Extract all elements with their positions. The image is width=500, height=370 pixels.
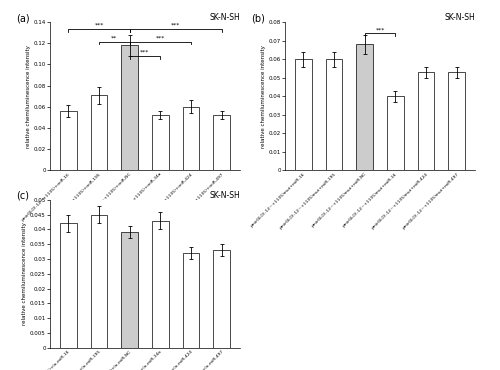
Text: ***: *** <box>140 50 149 55</box>
Text: SK-N-SH: SK-N-SH <box>444 13 475 22</box>
Y-axis label: relative chemiluminescence intensity: relative chemiluminescence intensity <box>261 45 266 148</box>
Bar <box>448 72 465 170</box>
Y-axis label: relative chemiluminescence intensity: relative chemiluminescence intensity <box>26 45 31 148</box>
Bar <box>152 221 169 348</box>
Bar <box>122 232 138 348</box>
Bar <box>60 111 77 170</box>
Text: (c): (c) <box>16 191 29 201</box>
Bar <box>326 59 342 170</box>
Bar <box>295 59 312 170</box>
Text: (b): (b) <box>251 13 264 23</box>
Text: ***: *** <box>376 27 384 32</box>
Bar <box>356 44 373 170</box>
Text: ***: *** <box>156 36 165 41</box>
Text: (a): (a) <box>16 13 30 23</box>
Bar <box>90 95 108 170</box>
Bar <box>182 253 200 348</box>
Bar <box>213 115 230 170</box>
Text: ***: *** <box>94 23 104 28</box>
Y-axis label: relative chemiluminescence intensity: relative chemiluminescence intensity <box>22 222 28 325</box>
Text: **: ** <box>111 36 117 41</box>
Bar <box>90 215 108 348</box>
Text: SK-N-SH: SK-N-SH <box>209 191 240 200</box>
Text: ***: *** <box>171 23 180 28</box>
Bar <box>152 115 169 170</box>
Bar <box>182 107 200 170</box>
Bar <box>418 72 434 170</box>
Text: SK-N-SH: SK-N-SH <box>209 13 240 22</box>
Bar <box>387 96 404 170</box>
Bar <box>213 250 230 348</box>
Bar <box>122 46 138 170</box>
Bar <box>60 223 77 348</box>
